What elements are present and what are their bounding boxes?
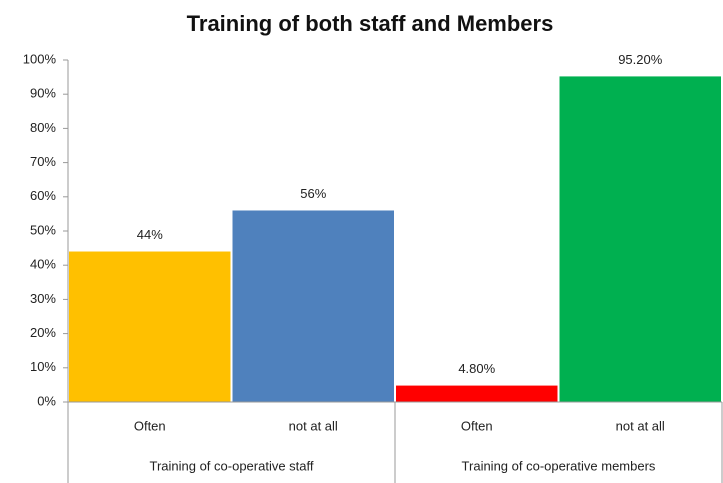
y-tick-label: 80%: [30, 120, 56, 135]
group-label: Training of co-operative staff: [149, 458, 313, 473]
bar: [396, 385, 558, 402]
y-tick-label: 50%: [30, 222, 56, 237]
bar: [69, 251, 231, 402]
bar: [232, 210, 394, 402]
y-tick-label: 100%: [23, 51, 57, 66]
chart-title: Training of both staff and Members: [187, 11, 554, 36]
y-tick-label: 10%: [30, 359, 56, 374]
data-label: 4.80%: [458, 361, 495, 376]
data-label: 44%: [137, 227, 163, 242]
x-tick-label: Often: [134, 418, 166, 433]
data-label: 56%: [300, 186, 326, 201]
y-tick-label: 90%: [30, 86, 56, 101]
y-tick-label: 0%: [37, 393, 56, 408]
bar: [559, 76, 721, 402]
x-tick-label: Often: [461, 418, 493, 433]
data-label: 95.20%: [618, 52, 663, 67]
group-label: Training of co-operative members: [462, 458, 656, 473]
y-tick-label: 30%: [30, 291, 56, 306]
y-tick-label: 60%: [30, 188, 56, 203]
x-tick-label: not at all: [289, 418, 338, 433]
y-tick-label: 20%: [30, 325, 56, 340]
x-tick-label: not at all: [616, 418, 665, 433]
y-tick-label: 70%: [30, 154, 56, 169]
y-tick-label: 40%: [30, 257, 56, 272]
